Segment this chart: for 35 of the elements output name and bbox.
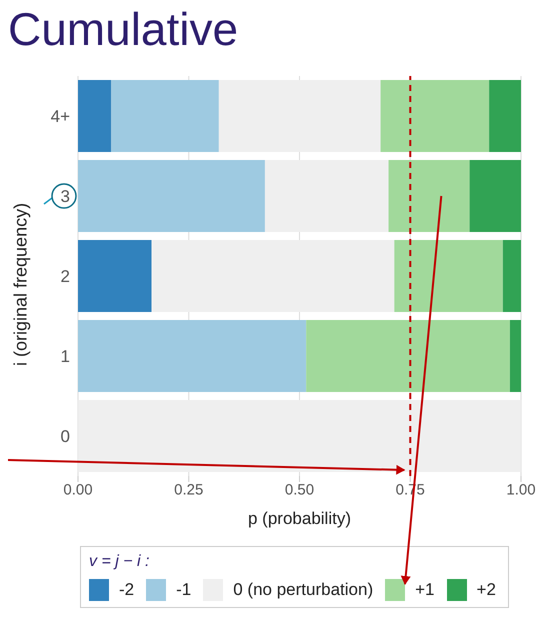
y-tick-label: 0 [60,427,70,446]
y-tick-label: 2 [60,267,70,286]
bar [78,240,152,312]
bar [152,240,394,312]
legend-label: +2 [476,580,496,600]
x-tick-label: 0.50 [284,482,314,499]
legend-label: -1 [176,580,192,600]
bar [78,80,112,152]
bar [394,240,503,312]
legend-label: 0 (no perturbation) [233,580,374,600]
x-tick-label: 1.00 [506,482,536,499]
x-axis-title: p (probability) [248,509,351,528]
x-tick-label: 0.25 [174,482,204,499]
bar [264,160,389,232]
legend-title: v = j − i : [89,553,150,571]
chart-title: Cumulative [8,2,238,56]
bar [111,80,219,152]
bar [380,80,490,152]
bar [218,80,381,152]
bar [388,160,470,232]
bar [78,160,265,232]
y-axis-title: i (original frequency) [10,202,30,366]
bar [470,160,521,232]
y-tick-label: 4+ [50,107,70,126]
legend-label: +1 [415,580,435,600]
bar [489,80,521,152]
bar [510,320,521,392]
x-tick-label: 0.00 [63,482,93,499]
y-tick-label: 3 [60,187,70,206]
bar [502,240,521,312]
bar [306,320,510,392]
bar [78,320,306,392]
y-tick-label: 1 [60,347,70,366]
legend-label: -2 [119,580,134,600]
bar [78,400,521,472]
